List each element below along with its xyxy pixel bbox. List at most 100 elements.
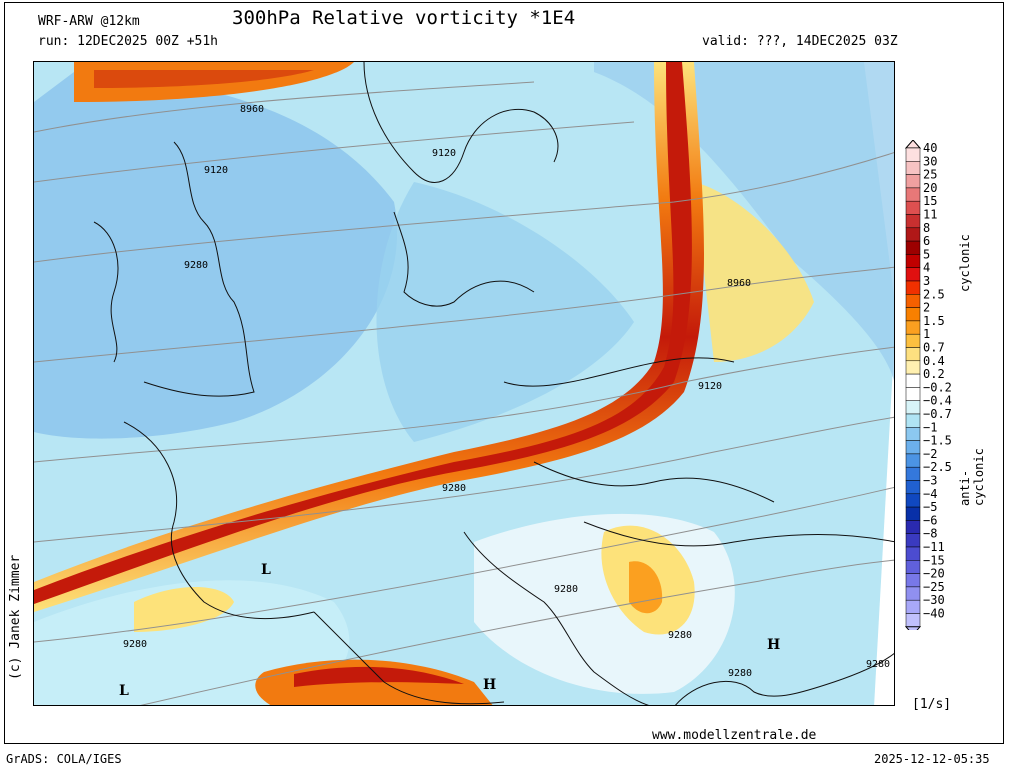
legend-level-label: 0.7 [923,341,945,355]
vorticity-map: 8960 9120 9120 9280 8960 9120 9280 9280 … [33,61,895,706]
legend-level-label: −11 [923,540,945,554]
run-label: run: 12DEC2025 00Z +51h [38,34,219,49]
anticyclonic-label: anti-cyclonic [958,448,986,506]
legend-level-label: −5 [923,500,937,514]
contour-label: 8960 [240,104,264,115]
low-pressure-marker: L [119,683,129,699]
geopotential-contours [34,81,894,705]
legend-swatch [905,227,921,242]
cyclonic-label: cyclonic [958,234,972,292]
legend-swatch [905,347,921,362]
legend-level-label: 11 [923,208,937,222]
legend-level-label: −0.2 [923,380,952,394]
legend-swatch [905,560,921,574]
legend-swatch [905,546,921,561]
high-pressure-marker: H [767,637,780,653]
legend-swatch [905,599,921,614]
legend-level-label: −2 [923,447,937,461]
legend-swatch [905,573,921,588]
legend-level-label: −2.5 [923,460,952,474]
legend-swatch [905,427,921,441]
legend-swatch [905,360,921,375]
contour-label: 9120 [432,148,456,159]
legend-level-label: 1 [923,327,930,341]
anticyclonic-region-central [376,182,634,442]
legend-level-label: −30 [923,593,945,607]
contour-label: 9280 [442,483,466,494]
model-label: WRF-ARW @12km [38,14,140,29]
legend-level-label: −3 [923,474,937,488]
legend-arrow-top [904,139,922,149]
legend-swatch [905,453,921,468]
legend-level-label: 20 [923,181,937,195]
grads-credit: GrADS: COLA/IGES [6,752,122,766]
cyclonic-region-sw [134,587,234,632]
legend-swatch [905,200,921,215]
jet-stream-main [34,62,704,612]
legend-swatch [905,466,921,481]
contour-label: 9280 [668,630,692,641]
contour-label: 9280 [728,668,752,679]
legend-level-label: 30 [923,154,937,168]
contour-label: 9280 [554,584,578,595]
legend-level-label: 40 [923,141,937,155]
legend-level-label: 3 [923,274,930,288]
legend-level-label: −0.4 [923,394,952,408]
legend-swatch [905,533,921,548]
legend-level-label: 0.4 [923,354,945,368]
legend-level-label: 25 [923,168,937,182]
website-link[interactable]: www.modellzentrale.de [652,728,817,743]
legend-swatch [905,320,921,335]
unit-label: [1/s] [912,697,952,712]
cyclonic-core-balkans [629,561,663,614]
legend-swatch [905,373,921,388]
legend-level-label: −1.5 [923,434,952,448]
legend-swatch [905,520,921,534]
contour-label: 9120 [204,165,228,176]
contour-label: 9280 [123,639,147,650]
legend-level-label: 2 [923,301,930,315]
author-credit: (c) Janek Zimmer [8,554,23,680]
legend-level-label: −20 [923,567,945,581]
legend-level-label: −1 [923,420,937,434]
timestamp: 2025-12-12-05:35 [874,752,990,766]
legend-level-label: 2.5 [923,287,945,301]
contour-label: 9280 [866,659,890,670]
legend-swatch [905,586,921,601]
legend-level-label: −0.7 [923,407,952,421]
valid-label: valid: ???, 14DEC2025 03Z [702,34,898,49]
color-legend: 40 30 25 20 15 11 8 6 5 4 3 2.5 2 1.5 1 0.7 0.4 0.2 −0.2 −0… [904,139,974,636]
legend-swatch [905,493,921,508]
legend-swatch [905,254,921,268]
legend-swatch [905,161,921,175]
legend-level-label: −4 [923,487,937,501]
legend-level-label: 8 [923,221,930,235]
legend-swatch [905,480,921,495]
low-pressure-marker: L [261,562,271,578]
legend-swatch [905,280,921,295]
contour-label: 8960 [727,278,751,289]
legend-level-label: 5 [923,247,930,261]
coastlines [93,62,894,705]
cyclonic-region-east [694,182,814,362]
legend-swatch [905,147,921,162]
anticyclonic-region-ne [594,62,894,381]
legend-level-label: −6 [923,513,937,527]
legend-swatch [905,613,921,628]
contour-label: 9280 [184,260,208,271]
contour-label: 9120 [698,381,722,392]
legend-arrow-bottom [904,626,922,636]
chart-title: 300hPa Relative vorticity *1E4 [232,7,576,29]
legend-level-label: 1.5 [923,314,945,328]
legend-swatch [905,333,921,348]
figure-frame [4,2,1004,744]
legend-swatch [905,240,921,255]
legend-swatch [905,294,921,308]
anticyclonic-region-nw [34,72,398,439]
legend-level-label: −40 [923,607,945,621]
legend-level-label: 0.2 [923,367,945,381]
legend-swatch [905,267,921,282]
jet-streak-north-core [94,70,314,88]
legend-level-label: 15 [923,194,937,208]
legend-level-label: 6 [923,234,930,248]
